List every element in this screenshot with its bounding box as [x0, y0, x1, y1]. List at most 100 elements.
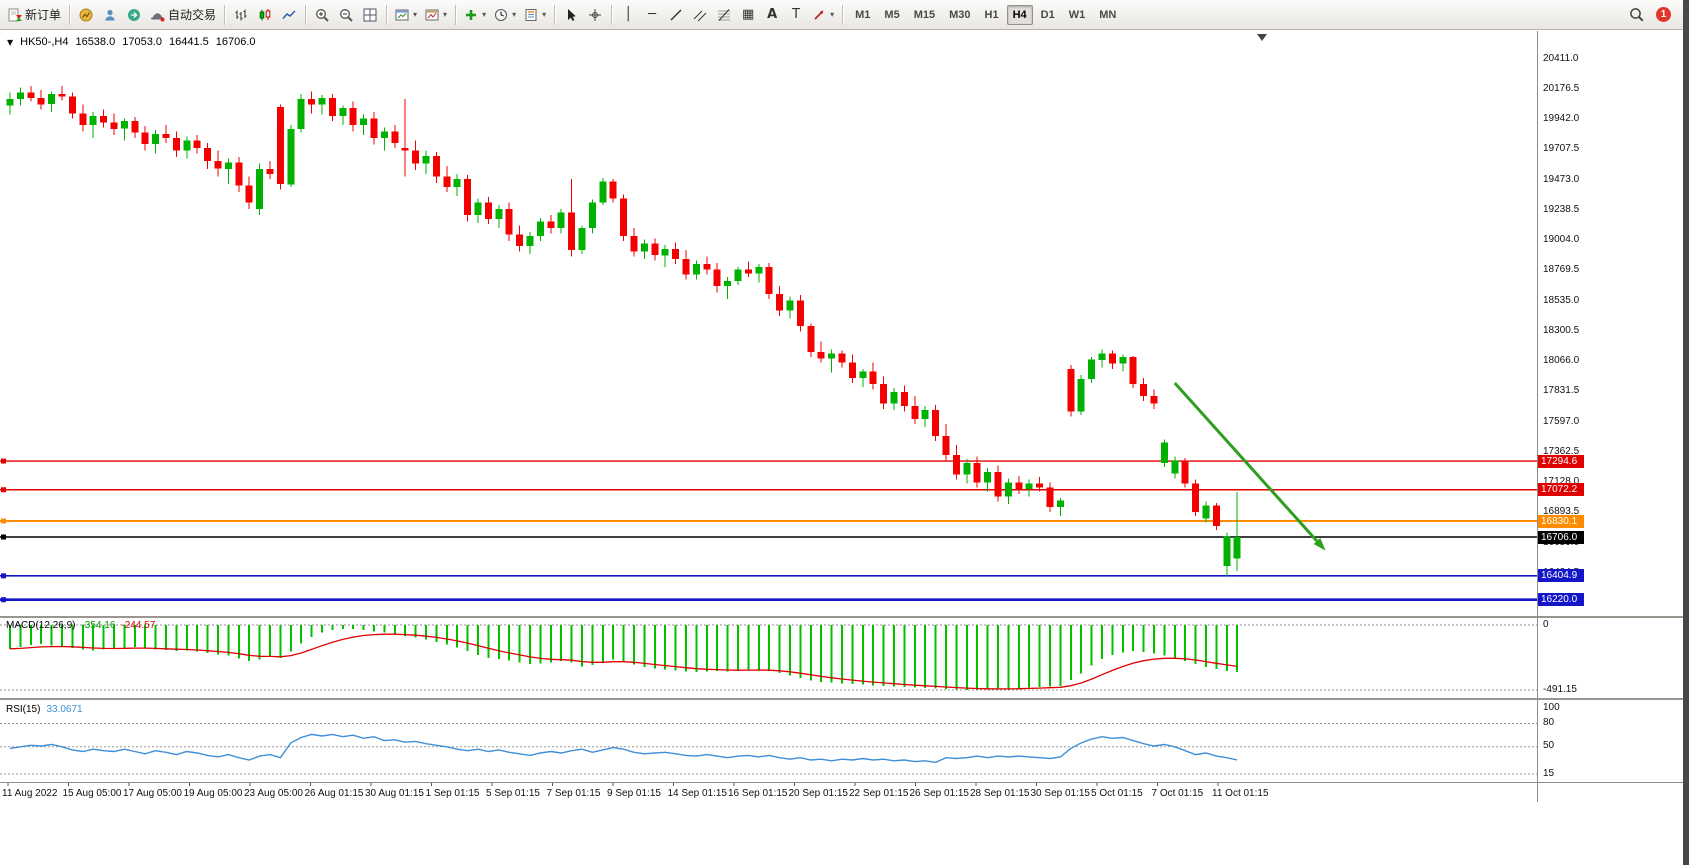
- market-watch-button[interactable]: [74, 3, 98, 27]
- time-axis-label: 26 Aug 01:15: [304, 788, 364, 799]
- timeframe-group: M1 M5 M15 M30 H1 H4 D1 W1 MN: [849, 4, 1122, 25]
- time-axis-label: 9 Sep 01:15: [607, 788, 661, 799]
- ohlc-open: 16538.0: [75, 36, 116, 48]
- fibonacci-tool-button[interactable]: [712, 3, 736, 27]
- text-label-tool-button[interactable]: T: [784, 3, 808, 27]
- vertical-line-icon: │: [624, 7, 633, 22]
- new-order-button[interactable]: 新订单: [4, 3, 65, 27]
- price-axis-label: 18300.5: [1543, 324, 1580, 336]
- navigator-button[interactable]: [98, 3, 122, 27]
- timeframe-button-d1[interactable]: D1: [1040, 8, 1055, 21]
- rsi-value: 33.0671: [46, 704, 83, 715]
- price-line-badge: 16706.0: [1538, 530, 1584, 544]
- price-line-badge: 17072.2: [1538, 483, 1584, 497]
- template-icon: [524, 8, 538, 22]
- text-icon: A: [767, 7, 778, 22]
- timeframe-button-mn[interactable]: MN: [1099, 8, 1117, 21]
- arrow-shape-icon: [812, 8, 826, 22]
- trendline-icon: [669, 8, 683, 22]
- arrows-tool-button[interactable]: ▾: [808, 3, 838, 27]
- new-chart-button[interactable]: ▾: [391, 3, 421, 27]
- timeframe-button-m15[interactable]: M15: [913, 8, 936, 21]
- timeframe-button-m5[interactable]: M5: [884, 8, 900, 21]
- cursor-tool-button[interactable]: [559, 3, 583, 27]
- price-line-badge: 16220.0: [1538, 593, 1584, 607]
- add-indicator-button[interactable]: ▾: [460, 3, 490, 27]
- zoom-out-button[interactable]: [334, 3, 358, 27]
- time-axis-label: 30 Aug 01:15: [365, 788, 424, 799]
- time-axis[interactable]: 11 Aug 2022 15 Aug 05:00 17 Aug 05:00 19 Au…: [0, 782, 1689, 804]
- candlestick-chart-type-button[interactable]: [253, 3, 277, 27]
- toolbar-separator: [305, 4, 307, 25]
- trendline-tool-button[interactable]: [664, 3, 688, 27]
- price-axis-label: 20411.0: [1543, 52, 1579, 64]
- price-line-badge: 16404.9: [1538, 569, 1584, 583]
- ohlc-bars-icon: [234, 8, 248, 22]
- time-axis-label: 16 Sep 01:15: [728, 788, 788, 799]
- time-axis-label: 30 Sep 01:15: [1030, 788, 1091, 799]
- toolbar-separator: [224, 4, 226, 25]
- price-line-badge: 16830.1: [1538, 514, 1584, 528]
- toolbar-separator: [611, 4, 613, 25]
- ohlc-high: 17053.0: [122, 36, 162, 48]
- price-axis[interactable]: 20411.0 20176.5 19942.0 19707.5 19473.0 19238…: [1537, 31, 1683, 802]
- periods-button[interactable]: ▾: [490, 3, 520, 27]
- profiles-button[interactable]: ▾: [421, 3, 451, 27]
- chart-collapse-icon[interactable]: ▼: [7, 37, 14, 47]
- autotrading-button[interactable]: 自动交易: [146, 3, 220, 27]
- clock-icon: [494, 8, 508, 22]
- zoom-out-icon: [339, 8, 353, 22]
- price-axis-label: 17362.5: [1543, 445, 1580, 457]
- macd-histogram: [9, 625, 1239, 690]
- toolbar-separator: [386, 4, 388, 25]
- time-axis-label: 5 Oct 01:15: [1091, 788, 1143, 799]
- horizontal-line-tool-button[interactable]: ─: [640, 3, 664, 27]
- add-indicator-plus-icon: [464, 8, 478, 22]
- rsi-indicator-label: RSI(15) 33.0671: [6, 704, 83, 715]
- community-icon: [127, 8, 141, 22]
- zoom-in-icon: [315, 8, 329, 22]
- rsi-panel-splitter[interactable]: [0, 698, 1689, 700]
- tile-windows-button[interactable]: [358, 3, 382, 27]
- price-line-badge: 17294.6: [1538, 454, 1584, 468]
- rsi-scale-label: 50: [1543, 740, 1555, 752]
- price-axis-label: 19473.0: [1543, 173, 1580, 185]
- notification-badge[interactable]: 1: [1656, 7, 1671, 22]
- rsi-line: [9, 733, 1238, 764]
- time-axis-label: 15 Aug 05:00: [62, 788, 122, 799]
- line-chart-type-button[interactable]: [277, 3, 301, 27]
- timeframe-button-m30[interactable]: M30: [949, 8, 971, 21]
- text-tool-button[interactable]: A: [760, 3, 784, 27]
- timeframe-button-h4[interactable]: H4: [1006, 4, 1033, 25]
- price-axis-label: 19238.5: [1543, 203, 1580, 215]
- profile-icon: [103, 8, 117, 22]
- macd-panel-splitter[interactable]: [0, 616, 1689, 618]
- price-axis-label: 16893.5: [1543, 506, 1580, 518]
- grid-tool-button[interactable]: ▦: [736, 3, 760, 27]
- timeframe-button-w1[interactable]: W1: [1068, 8, 1086, 21]
- candlestick-series: [6, 86, 1241, 577]
- community-button[interactable]: [122, 3, 146, 27]
- timeframe-button-m1[interactable]: M1: [855, 8, 871, 21]
- vertical-line-tool-button[interactable]: │: [616, 3, 640, 27]
- cursor-icon: [564, 8, 578, 22]
- crosshair-tool-button[interactable]: [583, 3, 607, 27]
- price-axis-label: 17831.5: [1543, 385, 1580, 397]
- candlestick-icon: [258, 8, 272, 22]
- zoom-in-button[interactable]: [310, 3, 334, 27]
- price-axis-label: 18066.0: [1543, 355, 1580, 366]
- search-button[interactable]: [1624, 3, 1648, 27]
- channel-tool-button[interactable]: [688, 3, 712, 27]
- trend-arrow: [1173, 381, 1326, 551]
- templates-button[interactable]: ▾: [520, 3, 550, 27]
- toolbar-separator: [842, 4, 844, 25]
- autotrading-label: 自动交易: [168, 8, 217, 22]
- macd-scale-label: -491.15: [1543, 683, 1577, 695]
- bar-chart-type-button[interactable]: [229, 3, 253, 27]
- fibonacci-icon: [717, 8, 731, 22]
- toolbar-separator: [554, 4, 556, 25]
- price-axis-label: 19004.0: [1543, 234, 1580, 245]
- timeframe-button-h1[interactable]: H1: [984, 8, 999, 21]
